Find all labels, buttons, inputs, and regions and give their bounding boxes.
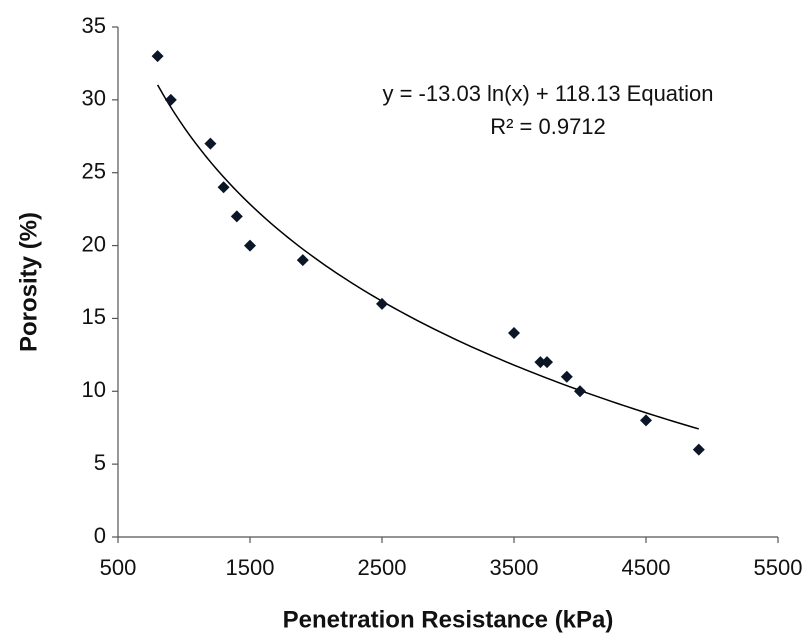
point (244, 239, 256, 252)
point (560, 370, 573, 383)
x-tick-label: 1500 (226, 555, 275, 580)
point (296, 254, 309, 267)
x-tick-label: 2500 (358, 555, 407, 580)
trendline (156, 84, 700, 430)
x-axis-title: Penetration Resistance (kPa) (283, 606, 614, 633)
trendline-r2: R² = 0.9712 (490, 114, 606, 139)
point (574, 385, 586, 398)
y-tick-label: 20 (82, 231, 106, 256)
point (230, 210, 243, 223)
point (151, 50, 164, 63)
y-tick-label: 5 (94, 450, 106, 475)
y-tick-label: 10 (82, 377, 106, 402)
point (692, 443, 705, 456)
point (640, 414, 652, 427)
y-axis-title: Porosity (%) (15, 212, 42, 352)
x-tick-label: 3500 (490, 555, 539, 580)
y-tick-label: 15 (82, 304, 106, 329)
point (541, 356, 553, 369)
y-tick-label: 30 (82, 86, 106, 111)
y-tick-label: 35 (82, 13, 106, 38)
y-tick-label: 25 (82, 159, 106, 184)
point (508, 327, 520, 339)
y-tick-label: 0 (94, 523, 106, 548)
point (376, 297, 388, 310)
point (164, 93, 177, 106)
trendline-equation: y = -13.03 ln(x) + 118.13 Equation (382, 81, 713, 106)
x-tick-label: 500 (100, 555, 137, 580)
x-tick-label: 5500 (754, 555, 803, 580)
x-tick-label: 4500 (622, 555, 671, 580)
point (204, 137, 217, 150)
point (534, 356, 547, 369)
point (217, 181, 230, 194)
